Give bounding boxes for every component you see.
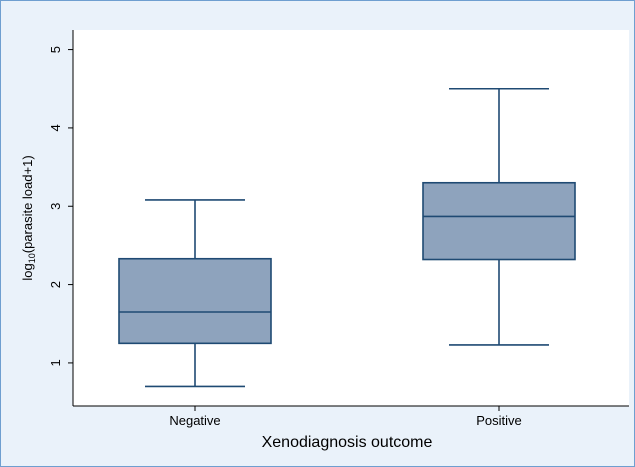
box-positive	[422, 87, 576, 346]
x-axis-title: Xenodiagnosis outcome	[262, 434, 433, 451]
iqr-box	[422, 181, 576, 261]
y-tick-label: 1	[48, 359, 63, 366]
x-ticks: Negative Positive	[169, 406, 522, 428]
y-axis: 1 2 3 4 5	[48, 30, 74, 406]
y-axis-title: log10(parasite load+1)	[20, 155, 37, 280]
y-tick-label: 2	[48, 281, 63, 288]
y-tick-label: 3	[48, 203, 63, 210]
iqr-box	[118, 257, 272, 345]
y-ticks: 1 2 3 4 5	[48, 46, 73, 367]
box-negative	[118, 199, 272, 388]
x-tick-label: Positive	[476, 413, 522, 428]
y-tick-label: 5	[48, 46, 63, 53]
y-tick-label: 4	[48, 124, 63, 131]
x-tick-label: Negative	[169, 413, 220, 428]
boxes-layer	[118, 87, 576, 388]
x-axis: Negative Positive	[73, 405, 629, 428]
